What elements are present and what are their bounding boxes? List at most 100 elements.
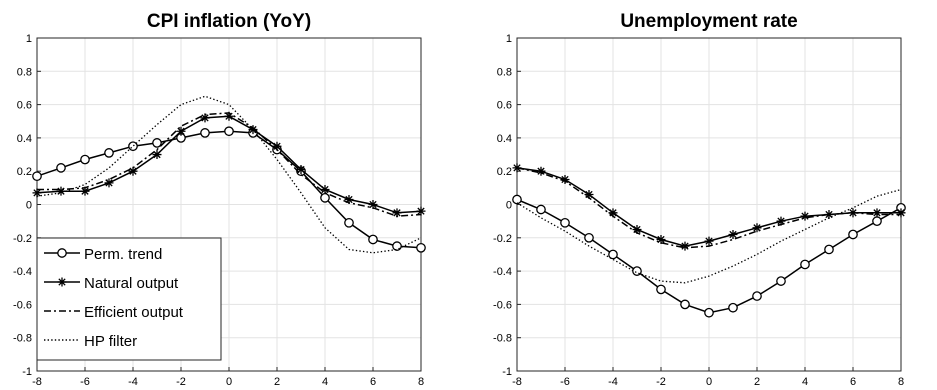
x-tick-label: 4 xyxy=(322,376,328,388)
y-tick-label: 0.8 xyxy=(497,66,512,78)
data-point-perm-trend xyxy=(728,302,738,313)
y-tick-label: -0.2 xyxy=(493,233,512,245)
y-tick-label: 0.4 xyxy=(497,133,512,145)
y-tick-label: -0.4 xyxy=(493,266,512,278)
series-line-hp-filter xyxy=(36,95,422,254)
data-point-natural-output xyxy=(368,200,378,209)
data-point-perm-trend xyxy=(824,244,834,255)
data-point-perm-trend xyxy=(536,204,546,215)
plot-area-border xyxy=(36,37,422,372)
legend-marker-natural-output xyxy=(57,277,67,287)
y-tick-label: 0 xyxy=(26,200,32,212)
inflation-panel: CPI inflation (YoY) -8 -6 -4 -2 0 2 4 6 8 1 0.8 0.6… xyxy=(13,11,426,388)
data-point-perm-trend xyxy=(680,299,690,310)
data-point-natural-output xyxy=(416,206,426,216)
data-point-perm-trend xyxy=(320,192,330,203)
unemployment-panel: Unemployment rate -8 -6 -4 -2 0 2 4 6 8 1 0.8 0.6 0.… xyxy=(493,11,906,388)
legend-label-efficient-output: Efficient output xyxy=(84,304,184,321)
y-tick-label: -0.4 xyxy=(13,266,32,278)
x-tick-label: 8 xyxy=(898,376,904,388)
data-point-natural-output xyxy=(680,241,690,251)
x-tick-label: 8 xyxy=(418,376,424,388)
data-point-natural-output xyxy=(608,208,618,218)
x-tick-label: -2 xyxy=(176,376,186,388)
x-tick-label: -4 xyxy=(128,376,138,388)
y-tick-label: 0.2 xyxy=(17,166,32,178)
data-point-perm-trend xyxy=(776,276,786,286)
y-tick-label: 1 xyxy=(506,33,512,45)
data-point-natural-output xyxy=(584,190,594,200)
data-point-perm-trend xyxy=(848,229,858,240)
data-point-natural-output xyxy=(80,186,90,196)
data-point-perm-trend xyxy=(344,217,354,228)
x-tick-label: -6 xyxy=(560,376,570,388)
data-point-natural-output xyxy=(200,113,210,123)
data-point-perm-trend xyxy=(512,194,522,205)
x-tick-label: 6 xyxy=(370,376,376,388)
legend-label-hp-filter: HP filter xyxy=(84,333,137,350)
data-point-natural-output xyxy=(320,185,330,195)
data-point-natural-output xyxy=(224,111,234,121)
y-tick-label: 0.6 xyxy=(17,100,32,112)
x-tick-label: -2 xyxy=(656,376,666,388)
data-point-perm-trend xyxy=(56,163,66,173)
legend: Perm. trend Natural output Efficient out… xyxy=(36,237,222,361)
data-point-natural-output xyxy=(296,165,306,175)
data-point-perm-trend xyxy=(608,249,618,260)
x-tick-label: 6 xyxy=(850,376,856,388)
x-tick-label: -8 xyxy=(512,376,522,388)
data-point-natural-output xyxy=(128,166,138,176)
data-point-perm-trend xyxy=(200,128,210,138)
data-point-natural-output xyxy=(32,188,42,198)
y-tick-label: -0.8 xyxy=(493,333,512,345)
data-point-natural-output xyxy=(728,229,738,239)
data-point-natural-output xyxy=(872,208,882,218)
y-tick-label: -0.8 xyxy=(13,333,32,345)
data-point-natural-output xyxy=(560,175,570,185)
legend-label-natural-output: Natural output xyxy=(84,275,179,292)
y-tick-label: -1 xyxy=(22,366,32,378)
y-tick-label: 1 xyxy=(26,33,32,45)
data-point-perm-trend xyxy=(80,154,90,165)
x-tick-label: -6 xyxy=(80,376,90,388)
data-point-perm-trend xyxy=(752,291,762,301)
data-point-perm-trend xyxy=(416,242,426,253)
data-point-natural-output xyxy=(776,216,786,226)
data-point-perm-trend xyxy=(800,259,810,270)
data-point-perm-trend xyxy=(656,284,666,295)
data-point-natural-output xyxy=(272,141,282,151)
y-tick-label: -1 xyxy=(502,366,512,378)
series-line-efficient-output xyxy=(37,112,422,217)
x-tick-label: 4 xyxy=(802,376,808,388)
y-tick-label: 0.2 xyxy=(497,166,512,178)
data-point-natural-output xyxy=(152,150,162,160)
data-point-natural-output xyxy=(344,195,354,205)
legend-marker-perm-trend xyxy=(57,248,67,258)
y-tick-label: -0.6 xyxy=(493,299,512,311)
data-point-natural-output xyxy=(56,186,66,196)
series-line-hp-filter xyxy=(516,188,902,284)
data-point-natural-output xyxy=(176,126,186,136)
data-point-perm-trend xyxy=(584,232,594,243)
data-point-perm-trend xyxy=(32,171,42,182)
data-point-perm-trend xyxy=(560,217,570,228)
data-point-perm-trend xyxy=(152,138,162,148)
data-point-natural-output xyxy=(632,224,642,234)
y-tick-label: -0.6 xyxy=(13,299,32,311)
legend-label-perm-trend: Perm. trend xyxy=(84,246,162,263)
series-line-efficient-output xyxy=(516,167,901,249)
data-point-perm-trend xyxy=(104,148,114,158)
data-point-perm-trend xyxy=(704,307,714,318)
x-tick-label: -4 xyxy=(608,376,618,388)
x-tick-label: -8 xyxy=(32,376,42,388)
data-point-natural-output xyxy=(656,234,666,244)
data-point-perm-trend xyxy=(392,241,402,251)
data-point-natural-output xyxy=(824,209,834,219)
x-tick-label: 2 xyxy=(274,376,280,388)
y-tick-label: 0.4 xyxy=(17,133,32,145)
data-point-perm-trend xyxy=(872,216,882,226)
data-point-natural-output xyxy=(536,166,546,176)
y-tick-label: -0.2 xyxy=(13,233,32,245)
data-point-perm-trend xyxy=(632,266,642,276)
